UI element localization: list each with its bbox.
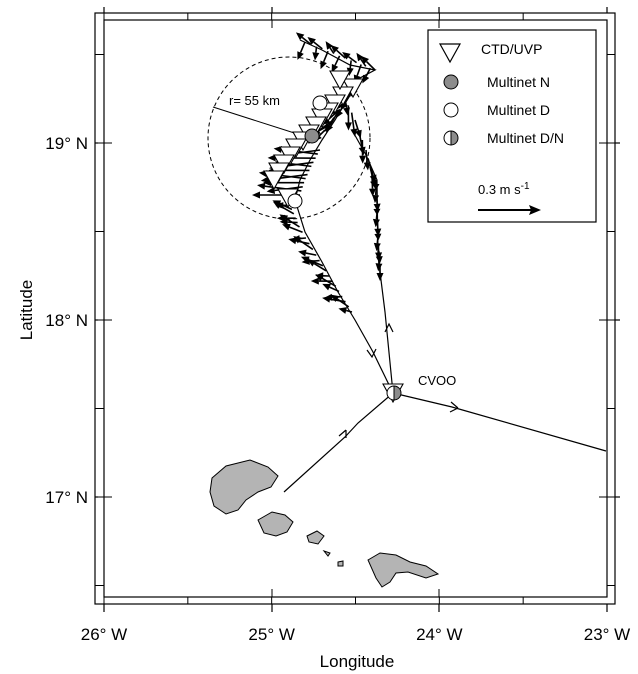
multinet-d-station	[287, 193, 303, 209]
track-segment-east	[392, 392, 607, 452]
multinet-dn-station	[386, 385, 402, 401]
current-vector	[372, 180, 380, 190]
legend-label-multinet-n: Multinet N	[487, 74, 550, 90]
map-frame	[94, 7, 620, 612]
island-raso	[337, 560, 344, 567]
current-vector	[350, 112, 358, 137]
current-vector	[356, 52, 367, 67]
multinet-dn-icon	[443, 130, 459, 146]
x-axis-title: Longitude	[320, 652, 395, 671]
current-vector	[344, 105, 352, 131]
radius-circle	[207, 56, 371, 220]
scale-arrow	[478, 205, 541, 215]
radius-label: r= 55 km	[229, 93, 280, 108]
current-vector	[295, 32, 312, 45]
multinet-d-station	[312, 95, 328, 111]
island-sao-vicente	[257, 511, 294, 537]
y-tick-label: 17° N	[45, 488, 88, 507]
track-arrow	[366, 348, 377, 359]
legend-label-multinet-dn: Multinet D/N	[487, 130, 564, 146]
current-vector	[362, 67, 372, 84]
current-vector	[310, 277, 333, 285]
y-axis-ticks: 17° N 18° N 19° N	[45, 134, 88, 507]
track-arrow	[449, 401, 459, 413]
y-axis-title: Latitude	[17, 280, 36, 341]
legend: CTD/UVP Multinet N Multinet D Multinet D…	[427, 29, 597, 223]
multinet-d-icon	[443, 102, 459, 118]
legend-box	[427, 29, 597, 223]
track-arrow	[338, 429, 347, 438]
current-vector	[315, 272, 330, 280]
track-arrow	[384, 322, 394, 333]
island-santo-antao	[209, 459, 279, 515]
current-vector	[297, 41, 306, 60]
current-vector	[372, 212, 380, 228]
current-vector	[326, 112, 338, 133]
x-axis-ticks: 26° W 25° W 24° W 23° W	[81, 625, 630, 644]
current-vector	[342, 51, 358, 64]
current-vector	[324, 293, 343, 301]
current-vector	[373, 237, 381, 252]
y-tick-label: 18° N	[45, 311, 88, 330]
current-vector	[279, 218, 298, 226]
scale-label: 0.3 m s-1	[478, 181, 530, 197]
legend-label-ctd: CTD/UVP	[481, 41, 542, 57]
ctd-uvp-station	[263, 170, 285, 191]
station-label: CVOO	[418, 373, 456, 388]
x-tick-label: 23° W	[584, 625, 630, 644]
current-vector	[312, 46, 320, 61]
current-vector	[373, 204, 381, 216]
current-vector	[359, 139, 367, 164]
current-vector	[330, 44, 346, 59]
current-vector	[307, 37, 323, 50]
current-vector	[376, 264, 384, 281]
track-segment-west	[294, 199, 394, 394]
current-vector	[331, 55, 341, 73]
current-vector	[276, 214, 296, 222]
track-segment-north	[351, 129, 394, 394]
island-sao-nicolau	[367, 552, 440, 588]
x-tick-label: 25° W	[248, 625, 294, 644]
island-branco	[322, 549, 331, 557]
current-vector	[322, 283, 340, 293]
current-vector	[325, 41, 335, 54]
ctd-uvp-icon	[438, 43, 462, 64]
track-segment-island	[283, 392, 394, 493]
multinet-n-icon	[443, 74, 459, 90]
current-vector	[346, 60, 354, 77]
station-symbols	[263, 70, 404, 404]
current-vector	[374, 229, 382, 241]
current-vector	[338, 307, 353, 314]
y-tick-label: 19° N	[45, 134, 88, 153]
current-vector	[375, 258, 383, 272]
current-vector	[282, 223, 303, 234]
current-vector	[291, 235, 307, 243]
multinet-n-station	[304, 128, 320, 144]
current-vector	[320, 50, 329, 70]
island-santa-luzia	[306, 530, 325, 545]
current-vector	[369, 174, 376, 197]
current-vector	[298, 249, 317, 257]
ctd-uvp-station	[329, 70, 351, 91]
x-tick-label: 26° W	[81, 625, 127, 644]
legend-label-multinet-d: Multinet D	[487, 102, 550, 118]
current-vector	[301, 257, 320, 265]
cape-verde-islands	[209, 459, 440, 588]
x-tick-label: 24° W	[416, 625, 462, 644]
